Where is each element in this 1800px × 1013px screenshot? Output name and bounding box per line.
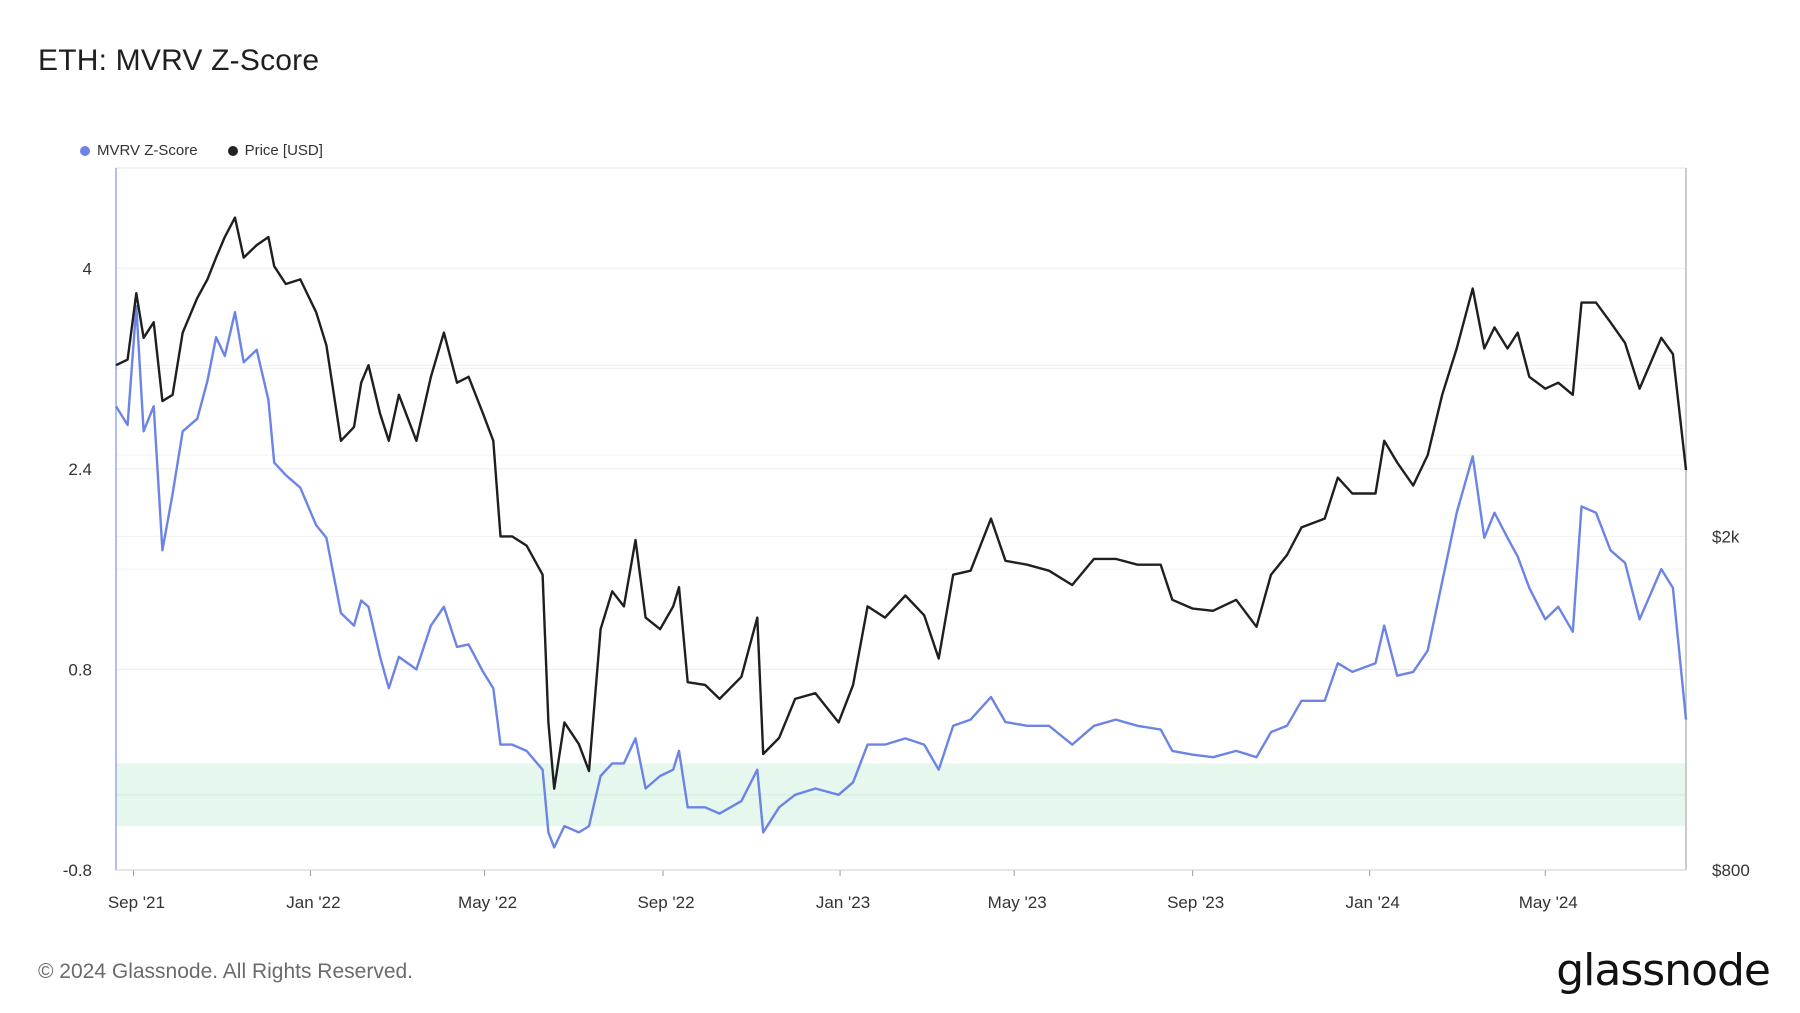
chart-title: ETH: MVRV Z-Score [38,44,320,77]
x-tick-label: Jan '23 [816,893,870,912]
x-tick-label: May '22 [458,893,517,912]
y-right-tick-label: $800 [1712,861,1750,880]
x-tick-label: Sep '23 [1167,893,1224,912]
x-tick-label: Sep '21 [108,893,165,912]
legend-marker-zscore [80,145,90,156]
y-left-tick-label: 4 [83,259,92,278]
series-line-mvrv-z-score[interactable] [114,304,1688,849]
x-tick-label: Jan '24 [1346,893,1400,912]
copyright-footer: © 2024 Glassnode. All Rights Reserved. [38,960,414,983]
legend-label-zscore: MVRV Z-Score [97,142,198,159]
series-line-price[interactable] [115,216,1688,790]
y-left-tick-label: -0.8 [63,861,92,880]
y-left-tick-label: 0.8 [68,660,92,679]
legend-item-price[interactable]: Price [USD] [227,142,323,159]
legend-label-price: Price [USD] [244,142,323,159]
plot-area [115,167,1687,871]
y-right-tick-label: $2k [1712,527,1740,546]
x-tick-label: Sep '22 [637,893,694,912]
legend-marker-price [227,145,238,156]
y-left-tick-label: 2.4 [68,460,92,479]
x-tick-label: May '23 [988,893,1047,912]
legend-item-zscore[interactable]: MVRV Z-Score [80,142,198,159]
x-tick-label: Jan '22 [286,893,340,912]
x-tick-label: May '24 [1519,893,1578,912]
glassnode-logo: glassnode [1556,945,1771,996]
legend: MVRV Z-Score Price [USD] [80,142,323,159]
